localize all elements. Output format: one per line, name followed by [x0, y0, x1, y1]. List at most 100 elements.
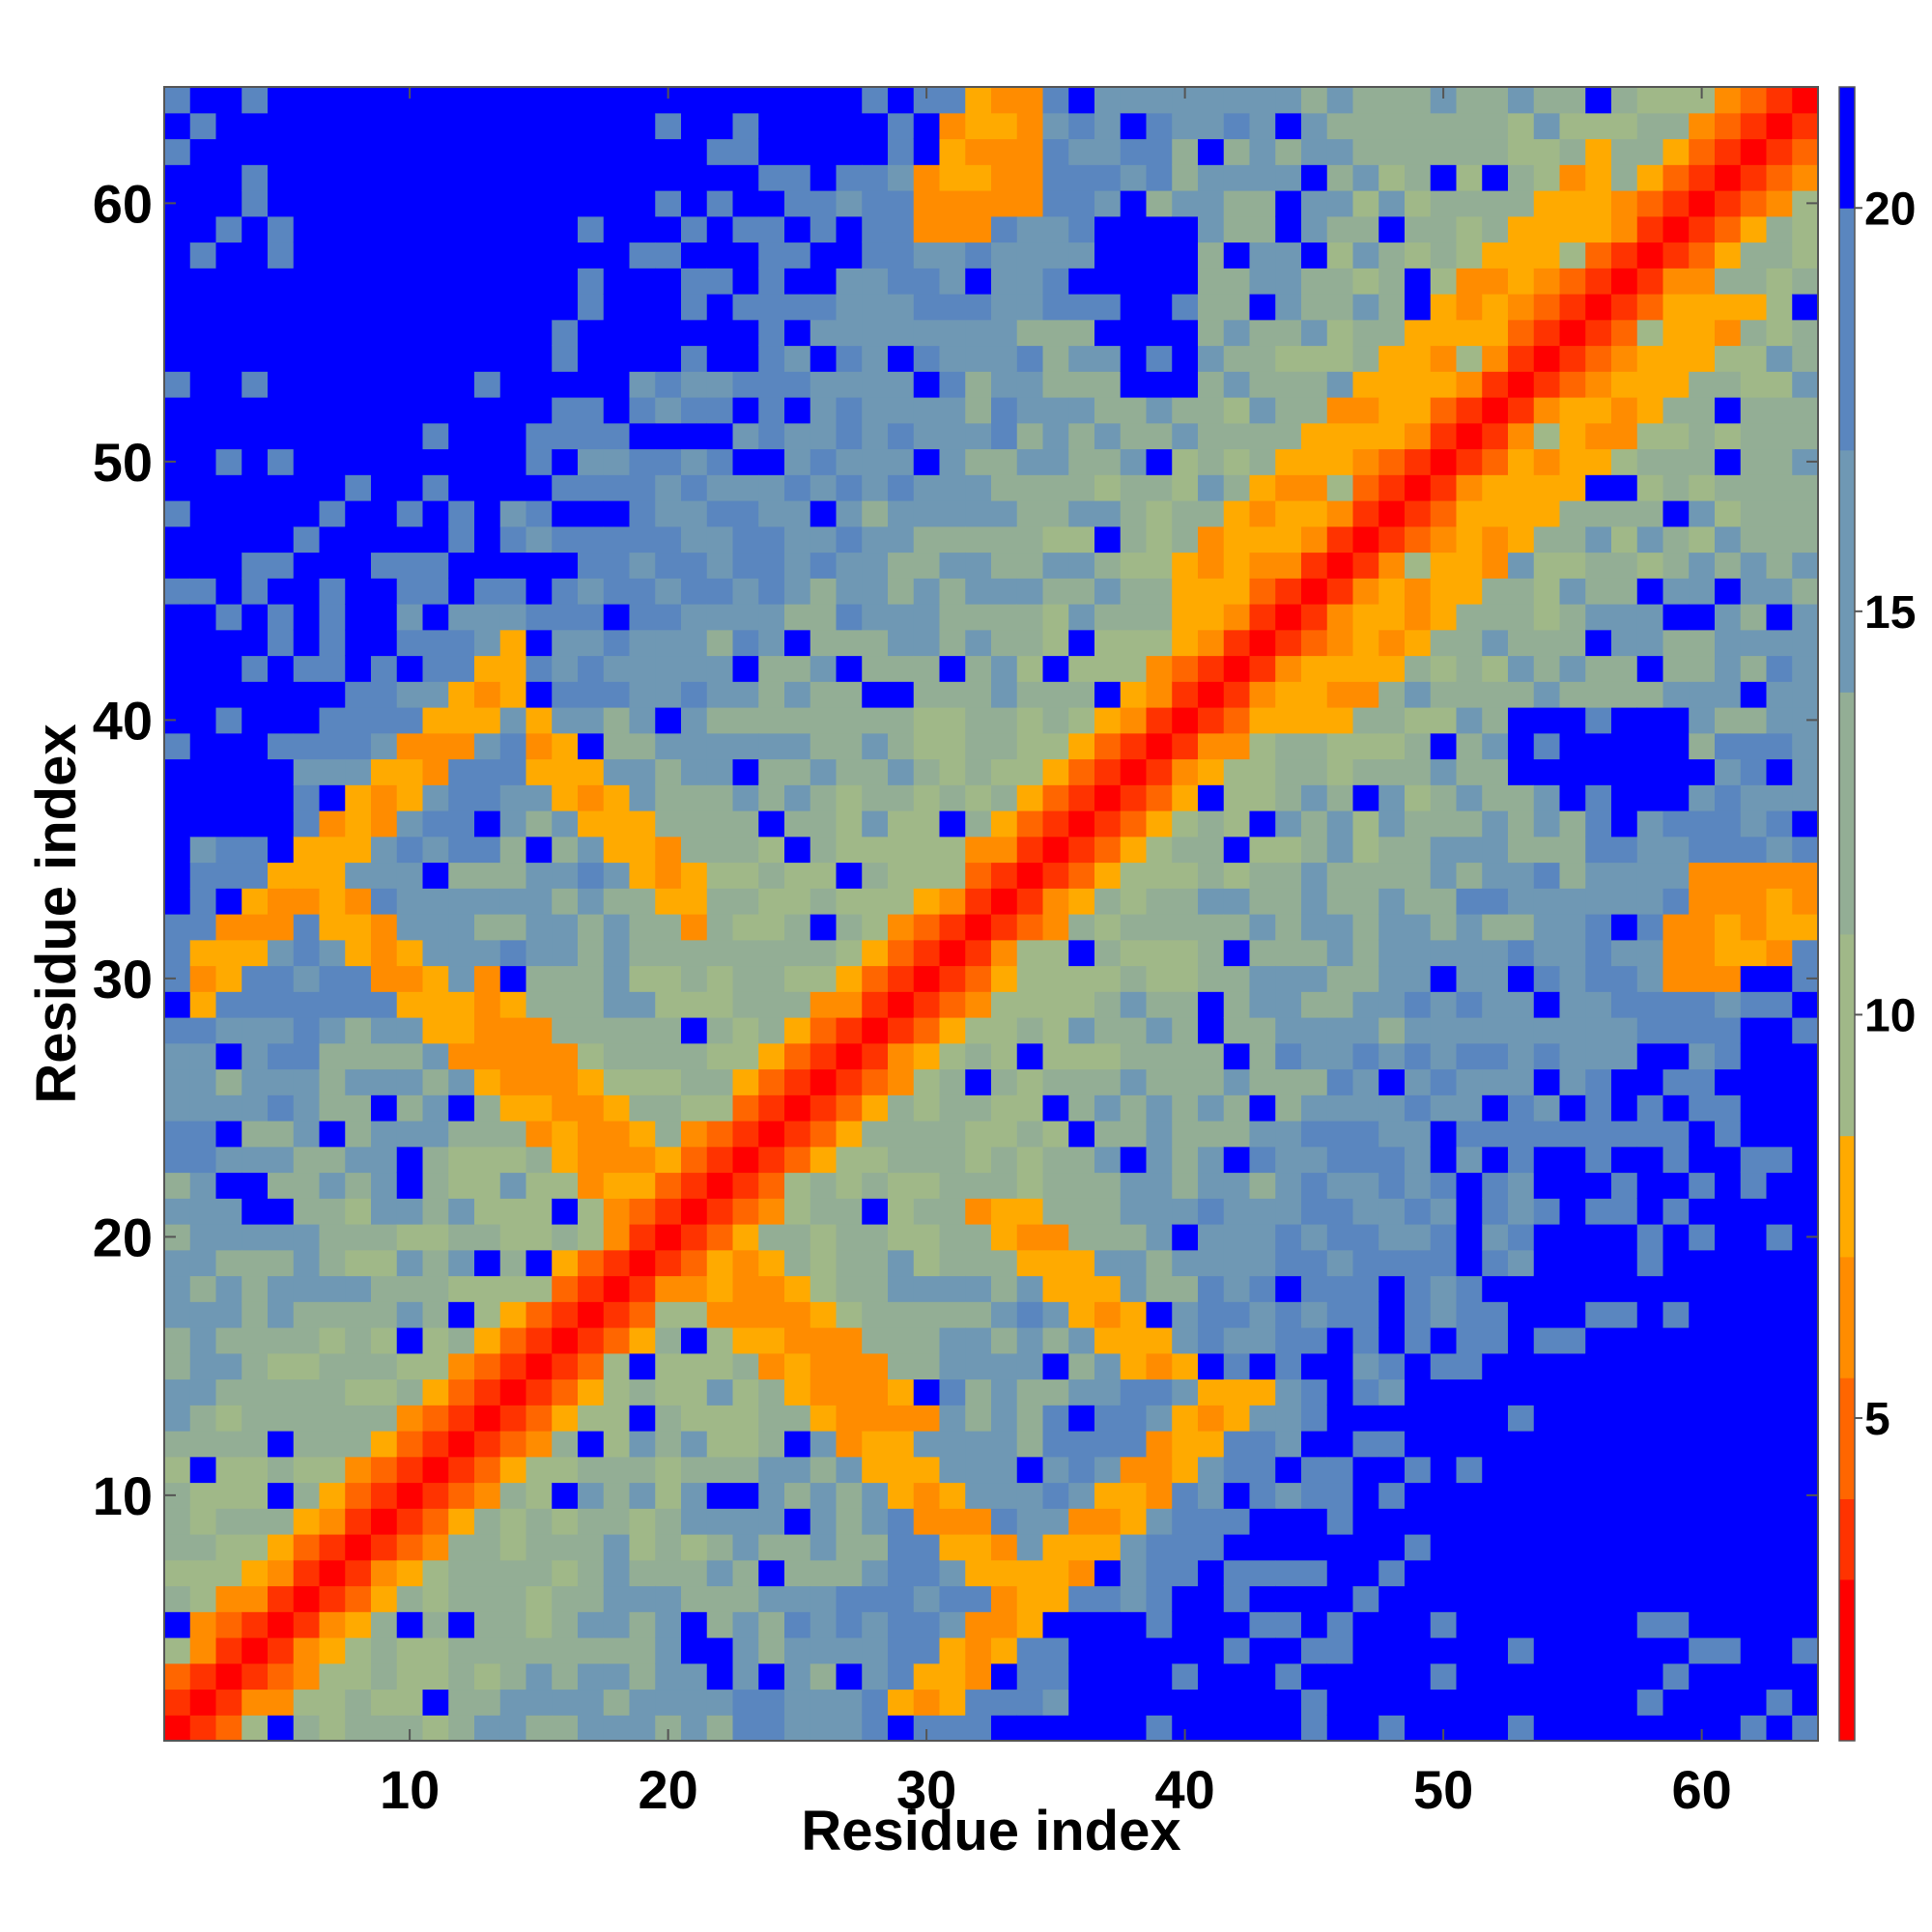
- heatmap-cell: [1172, 242, 1199, 269]
- heatmap-cell: [1482, 939, 1509, 967]
- heatmap-cell: [448, 758, 475, 785]
- heatmap-cell: [1766, 552, 1793, 579]
- heatmap-cell: [1456, 1715, 1483, 1742]
- heatmap-cell: [1275, 1508, 1302, 1535]
- heatmap-cell: [1223, 1378, 1251, 1406]
- heatmap-cell: [603, 1715, 631, 1742]
- heatmap-cell: [1611, 1508, 1638, 1535]
- heatmap-cell: [1326, 268, 1354, 295]
- heatmap-cell: [1456, 1611, 1483, 1638]
- heatmap-cell: [242, 862, 269, 889]
- heatmap-cell: [1662, 1378, 1690, 1406]
- heatmap-cell: [965, 1585, 992, 1612]
- heatmap-cell: [1482, 1172, 1509, 1199]
- heatmap-cell: [1042, 397, 1069, 424]
- heatmap-cell: [681, 1352, 708, 1380]
- heatmap-cell: [603, 914, 631, 941]
- heatmap-cell: [836, 1534, 863, 1561]
- heatmap-cell: [1223, 1249, 1251, 1277]
- heatmap-cell: [810, 784, 838, 811]
- heatmap-cell: [681, 629, 708, 657]
- heatmap-cell: [422, 1378, 449, 1406]
- heatmap-cell: [1120, 138, 1148, 165]
- heatmap-cell: [939, 164, 966, 191]
- heatmap-cell: [1689, 1534, 1716, 1561]
- heatmap-cell: [164, 939, 191, 967]
- heatmap-cell: [913, 888, 941, 915]
- heatmap-cell: [1352, 474, 1379, 501]
- heatmap-cell: [836, 215, 863, 243]
- heatmap-cell: [1016, 707, 1044, 734]
- heatmap-cell: [1456, 578, 1483, 605]
- heatmap-cell: [681, 836, 708, 864]
- heatmap-cell: [758, 164, 785, 191]
- heatmap-cell: [1016, 1172, 1044, 1199]
- heatmap-cell: [1662, 1301, 1690, 1328]
- heatmap-cell: [655, 914, 682, 941]
- heatmap-cell: [1068, 1637, 1095, 1664]
- heatmap-cell: [1378, 1068, 1406, 1095]
- heatmap-cell: [836, 681, 863, 708]
- heatmap-cell: [862, 1094, 889, 1122]
- heatmap-cell: [319, 810, 346, 838]
- heatmap-cell: [1740, 732, 1768, 760]
- heatmap-cell: [293, 1715, 321, 1742]
- heatmap-cell: [1301, 215, 1328, 243]
- heatmap-cell: [655, 1611, 682, 1638]
- heatmap-cell: [1559, 294, 1586, 321]
- heatmap-cell: [836, 732, 863, 760]
- heatmap-cell: [215, 1249, 242, 1277]
- heatmap-cell: [526, 655, 553, 682]
- heatmap-cell: [1533, 862, 1561, 889]
- heatmap-cell: [1016, 1352, 1044, 1380]
- heatmap-cell: [1740, 655, 1768, 682]
- heatmap-cell: [681, 1275, 708, 1302]
- heatmap-cell: [1585, 474, 1612, 501]
- heatmap-cell: [319, 526, 346, 554]
- heatmap-cell: [836, 1637, 863, 1664]
- heatmap-cell: [991, 345, 1018, 372]
- heatmap-cell: [499, 500, 527, 527]
- heatmap-cell: [1585, 681, 1612, 708]
- heatmap-cell: [1611, 422, 1638, 450]
- heatmap-cell: [474, 500, 501, 527]
- heatmap-cell: [422, 1715, 449, 1742]
- heatmap-cell: [758, 1121, 785, 1148]
- heatmap-cell: [578, 190, 605, 217]
- heatmap-cell: [448, 1378, 475, 1406]
- heatmap-cell: [1301, 1121, 1328, 1148]
- heatmap-cell: [1198, 371, 1225, 398]
- heatmap-cell: [1508, 112, 1535, 140]
- heatmap-cell: [732, 810, 759, 838]
- heatmap-cell: [268, 1585, 295, 1612]
- heatmap-cell: [1636, 1508, 1664, 1535]
- heatmap-cell: [758, 1689, 785, 1716]
- heatmap-cell: [1405, 1611, 1432, 1638]
- heatmap-cell: [862, 1327, 889, 1354]
- heatmap-cell: [1378, 707, 1406, 734]
- heatmap-cell: [1146, 836, 1173, 864]
- heatmap-cell: [1662, 758, 1690, 785]
- heatmap-cell: [603, 888, 631, 915]
- heatmap-cell: [474, 1482, 501, 1509]
- heatmap-cell: [706, 1637, 734, 1664]
- heatmap-cell: [1792, 1456, 1819, 1484]
- heatmap-cell: [1766, 681, 1793, 708]
- heatmap-cell: [1016, 1637, 1044, 1664]
- heatmap-cell: [1042, 1559, 1069, 1587]
- heatmap-cell: [164, 526, 191, 554]
- heatmap-cell: [1585, 1482, 1612, 1509]
- heatmap-cell: [1559, 1094, 1586, 1122]
- heatmap-cell: [1715, 732, 1742, 760]
- heatmap-cell: [681, 1094, 708, 1122]
- heatmap-cell: [1249, 1094, 1276, 1122]
- colorbar-tick-label: 5: [1864, 1394, 1890, 1445]
- heatmap-cell: [913, 1301, 941, 1328]
- heatmap-cell: [862, 836, 889, 864]
- heatmap-cell: [965, 1301, 992, 1328]
- heatmap-cell: [862, 1715, 889, 1742]
- heatmap-cell: [1636, 87, 1664, 114]
- heatmap-cell: [1430, 138, 1458, 165]
- heatmap-cell: [526, 1068, 553, 1095]
- heatmap-cell: [862, 190, 889, 217]
